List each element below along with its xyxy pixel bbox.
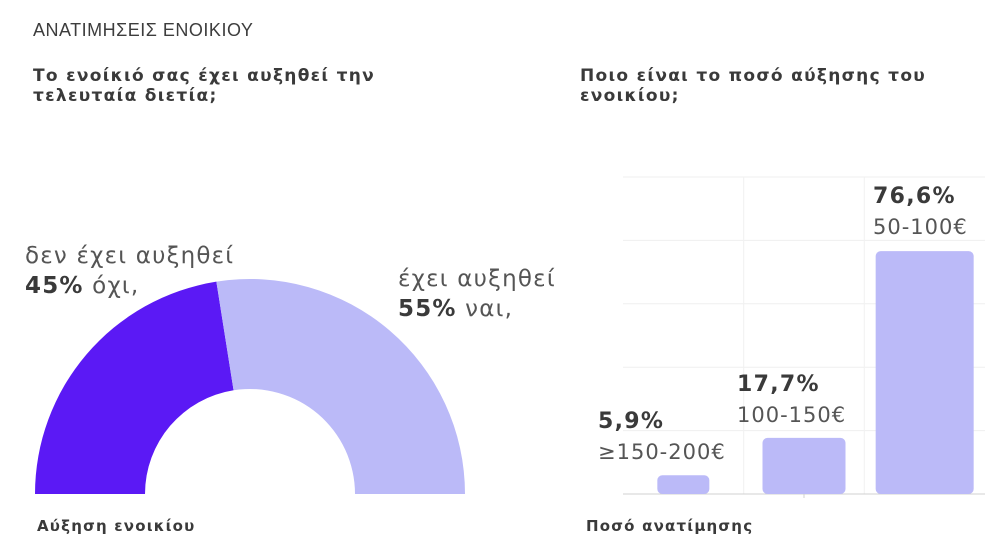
bar-category-label-1: 100-150€ bbox=[737, 403, 847, 427]
right-chart-title-line1: Ποιο είναι το ποσό αύξησης του bbox=[580, 66, 927, 86]
bar-value-label-0: 5,9% bbox=[598, 409, 665, 434]
bar-category-label-0: ≥150-200€ bbox=[598, 440, 726, 464]
donut-slice-1 bbox=[216, 279, 465, 494]
bar-2 bbox=[875, 251, 974, 494]
slice-yes-label: ναι, bbox=[465, 296, 514, 322]
left-chart-title-line1: Το ενοίκιό σας έχει αυξηθεί την bbox=[33, 66, 376, 86]
bar-category-label-2: 50-100€ bbox=[873, 215, 968, 239]
bar-label-0: 5,9% ≥150-200€ bbox=[598, 407, 726, 467]
left-chart-title-line2: τελευταία διετία; bbox=[33, 86, 218, 106]
left-chart-title: Το ενοίκιό σας έχει αυξηθεί την τελευταί… bbox=[33, 66, 375, 106]
right-chart-footer: Ποσό ανατίμησης bbox=[586, 517, 754, 535]
left-chart-footer: Αύξηση ενοικίου bbox=[37, 517, 196, 535]
bar-label-2: 76,6% 50-100€ bbox=[873, 182, 968, 242]
slice-no-desc: δεν έχει αυξηθεί bbox=[25, 243, 235, 269]
right-chart-title-line2: ενοικίου; bbox=[580, 86, 680, 106]
slice-no-pct: 45% bbox=[25, 273, 84, 299]
slice-yes-desc: έχει αυξηθεί bbox=[398, 266, 556, 292]
bar-1 bbox=[762, 437, 846, 494]
right-chart-title: Ποιο είναι το ποσό αύξησης του ενοικίου; bbox=[580, 66, 926, 106]
slice-label-yes: έχει αυξηθεί 55% ναι, bbox=[398, 264, 556, 324]
bar-value-label-2: 76,6% bbox=[873, 184, 956, 209]
slice-yes-pct: 55% bbox=[398, 296, 457, 322]
slice-label-no: δεν έχει αυξηθεί 45% όχι, bbox=[25, 241, 234, 301]
slice-no-label: όχι, bbox=[92, 273, 140, 299]
section-title: ΑΝΑΤΙΜΗΣΕΙΣ ΕΝΟΙΚΙΟΥ bbox=[33, 20, 254, 40]
bar-value-label-1: 17,7% bbox=[737, 372, 820, 397]
donut-slice-0 bbox=[35, 281, 234, 494]
bar-0 bbox=[657, 475, 710, 494]
bar-label-1: 17,7% 100-150€ bbox=[737, 370, 846, 430]
